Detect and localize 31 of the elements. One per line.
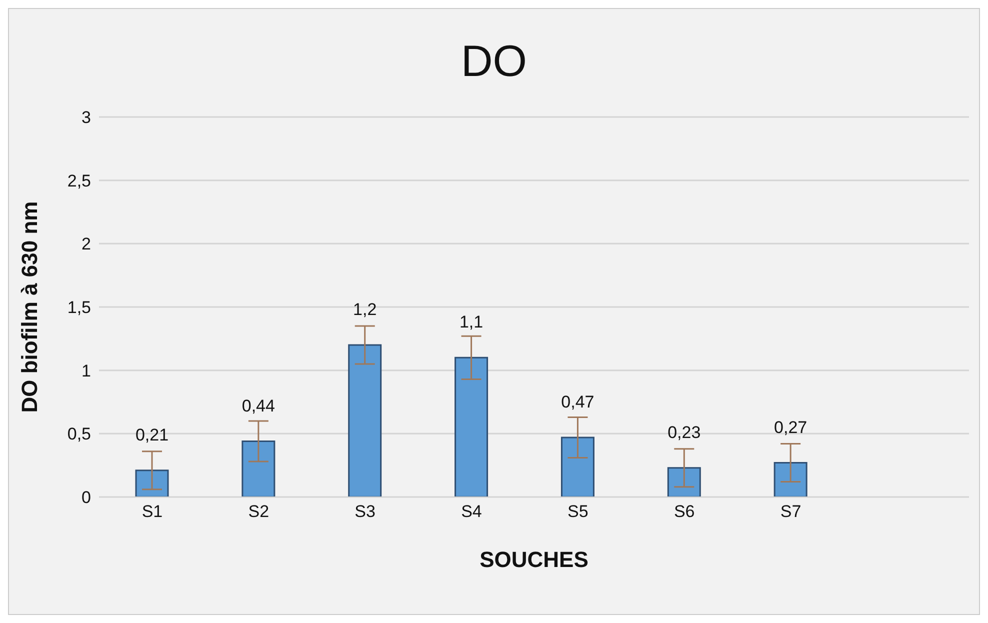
y-tick-label: 0,5 — [67, 424, 91, 444]
bar — [348, 344, 382, 497]
data-label: 0,44 — [242, 396, 275, 416]
y-tick-label: 1 — [82, 361, 91, 380]
x-axis-title: SOUCHES — [480, 547, 588, 572]
y-axis-title: DO biofilm à 630 nm — [16, 201, 42, 413]
x-tick-label: S2 — [248, 502, 270, 522]
x-tick-label: S4 — [461, 502, 482, 522]
x-tick-label: S6 — [674, 502, 695, 522]
y-tick-label: 2 — [82, 234, 91, 254]
bar — [454, 356, 488, 497]
x-tick-label: S5 — [568, 502, 588, 522]
y-tick-label: 0 — [82, 488, 91, 508]
data-label: 0,21 — [135, 425, 169, 444]
bar — [667, 467, 701, 497]
data-label: 1,1 — [459, 312, 484, 332]
bar — [242, 440, 276, 497]
y-tick-label: 3 — [82, 108, 91, 128]
bar — [560, 436, 594, 497]
x-tick-label: S3 — [354, 502, 376, 522]
data-label: 1,2 — [353, 300, 377, 319]
bar — [135, 470, 169, 497]
chart-title: DO — [460, 36, 528, 88]
x-tick-label: S1 — [142, 502, 163, 522]
data-label: 0,23 — [668, 422, 701, 442]
data-label: 0,47 — [561, 392, 594, 412]
x-tick-label: S7 — [780, 502, 802, 522]
y-tick-label: 2,5 — [67, 171, 91, 190]
bar — [774, 462, 808, 497]
y-tick-label: 1,5 — [67, 298, 91, 318]
data-label: 0,27 — [774, 418, 808, 437]
